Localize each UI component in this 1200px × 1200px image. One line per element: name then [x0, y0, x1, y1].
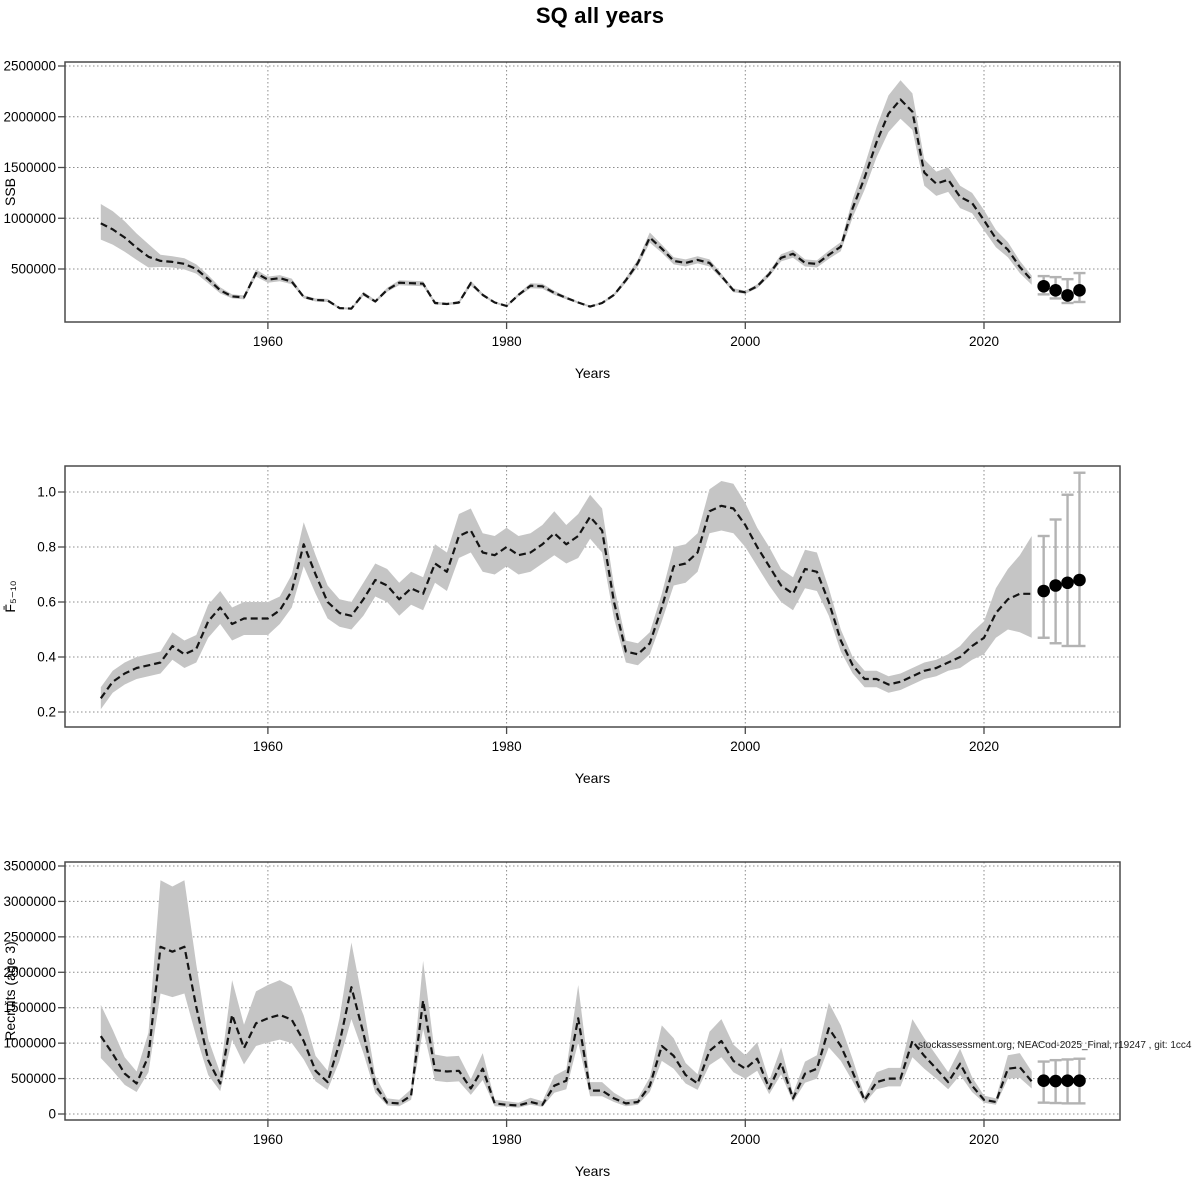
confidence-band: [100, 80, 1032, 310]
x-tick-label: 2020: [969, 334, 999, 349]
x-tick-label: 1980: [492, 739, 522, 754]
y-tick-label: 1.0: [37, 485, 56, 500]
median-line: [100, 98, 1033, 310]
y-tick-label: 0: [48, 1107, 56, 1122]
recruits-median-line: [99, 945, 1033, 1107]
y-axis-title: Recruits (age 3): [2, 941, 18, 1041]
fbar-forecast-points: [1037, 471, 1086, 648]
recruitment-chart: 1960 1980 2000 2020 0 500000 1000000 1500000 200…: [2, 859, 1121, 1179]
y-tick-label: 2500000: [3, 59, 56, 74]
y-tick-label: 1500000: [3, 160, 56, 175]
plot-border: [64, 465, 1121, 728]
y-tick-label: 3000000: [3, 894, 56, 909]
forecast-point: [1037, 279, 1050, 293]
y-tick-label: 0.6: [37, 595, 56, 610]
attribution-text: stockassessment.org, NEACod-2025_Final, …: [918, 1040, 1192, 1051]
y-tick-label: 1000000: [3, 1036, 56, 1051]
y-tick-label: 3500000: [3, 859, 56, 874]
x-tick-label: 1980: [492, 334, 522, 349]
x-tick-label: 1960: [253, 334, 283, 349]
y-tick-label: 500000: [11, 1071, 56, 1086]
y-axis-title: SSB: [2, 178, 18, 206]
forecast-point: [1049, 1074, 1062, 1088]
recruits-forecast-points: [1037, 1057, 1086, 1105]
y-tick-label: 2000000: [3, 965, 56, 980]
x-tick-label: 1980: [492, 1132, 522, 1147]
ssb-axes: 1960 1980 2000 2020 500000 1000000 1500000 2000…: [2, 59, 1121, 381]
ssb-median-line: [100, 98, 1033, 310]
y-tick-label: 0.8: [37, 540, 56, 555]
plot-border: [64, 61, 1121, 323]
x-axis-title: Years: [575, 770, 610, 786]
ssb-forecast-points: [1037, 271, 1086, 305]
forecast-point: [1049, 284, 1062, 297]
plot-title: SQ all years: [535, 3, 665, 28]
fbar-gridlines: [65, 466, 1120, 727]
x-tick-label: 2020: [969, 1132, 999, 1147]
forecast-point: [1073, 1074, 1086, 1087]
recruits-confidence-band: [100, 880, 1032, 1108]
x-tick-label: 1960: [253, 739, 283, 754]
y-tick-label: 1500000: [3, 1000, 56, 1015]
fbar-chart: 1960 1980 2000 2020 0.2 0.4 0.6 0.8 1.0 Years F̄₅₋…: [2, 465, 1121, 786]
fbar-axes: 1960 1980 2000 2020 0.2 0.4 0.6 0.8 1.0 Years F̄₅₋…: [2, 465, 1121, 786]
x-tick-label: 2000: [730, 334, 760, 349]
ssb-confidence-band: [100, 80, 1032, 310]
x-tick-label: 2020: [969, 739, 999, 754]
y-tick-label: 2000000: [3, 109, 56, 124]
y-tick-label: 0.2: [37, 705, 56, 720]
fbar-confidence-band: [100, 481, 1032, 710]
x-axis-title: Years: [575, 1163, 610, 1179]
recruits-gridlines: [65, 862, 1120, 1120]
recruits-axes: 1960 1980 2000 2020 0 500000 1000000 1500000 200…: [2, 859, 1121, 1179]
forecast-point: [1061, 1074, 1074, 1087]
y-tick-label: 500000: [11, 262, 56, 277]
forecast-point: [1061, 289, 1074, 302]
x-axis-title: Years: [575, 365, 610, 381]
forecast-point: [1073, 573, 1086, 587]
forecast-point: [1037, 584, 1050, 598]
x-tick-label: 1960: [253, 1132, 283, 1147]
forecast-point: [1037, 1074, 1050, 1087]
y-tick-label: 0.4: [37, 650, 56, 665]
ssb-chart: 1960 1980 2000 2020 500000 1000000 1500000 2000…: [2, 59, 1121, 381]
y-axis-title: F̄₅₋₁₀: [2, 580, 18, 612]
y-tick-label: 2500000: [3, 929, 56, 944]
confidence-band: [100, 880, 1032, 1108]
x-tick-label: 2000: [730, 739, 760, 754]
forecast-point: [1061, 576, 1074, 590]
median-line: [99, 945, 1033, 1107]
confidence-band: [100, 481, 1032, 710]
y-tick-label: 1000000: [3, 211, 56, 226]
forecast-point: [1073, 284, 1086, 297]
fbar-median-line: [99, 504, 1032, 699]
median-line: [99, 504, 1032, 699]
plot-border: [64, 861, 1121, 1121]
x-tick-label: 2000: [730, 1132, 760, 1147]
forecast-point: [1049, 579, 1062, 592]
